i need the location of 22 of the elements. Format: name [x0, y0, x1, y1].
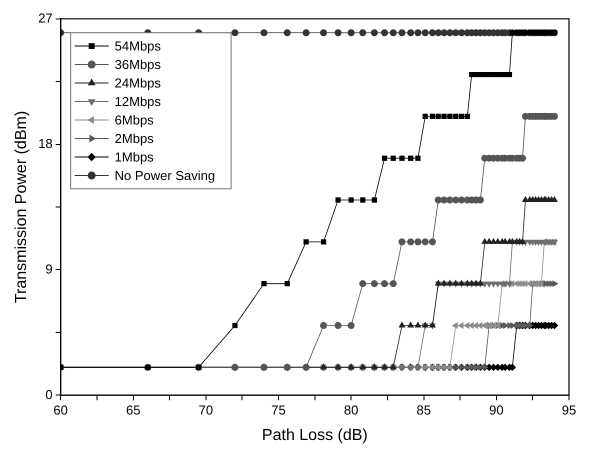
- legend-label: 2Mbps: [114, 131, 154, 146]
- x-tick-label: 70: [198, 402, 214, 418]
- x-tick-label: 75: [271, 402, 286, 418]
- legend-label: 36Mbps: [114, 57, 162, 72]
- x-tick-label: 90: [489, 402, 504, 418]
- legend-label: No Power Saving: [114, 168, 216, 184]
- legend-label: 54Mbps: [114, 38, 162, 54]
- legend-label: 6Mbps: [114, 112, 154, 128]
- y-tick-label: 18: [38, 136, 53, 151]
- legend-label: 1Mbps: [114, 150, 154, 165]
- legend-label: 12Mbps: [114, 94, 162, 110]
- legend-label: 24Mbps: [114, 76, 162, 91]
- x-tick-label: 60: [53, 402, 68, 418]
- y-tick-label: 9: [45, 261, 53, 276]
- y-axis-title: Transmission Power (dBm): [13, 110, 30, 304]
- x-tick-label: 80: [344, 402, 358, 418]
- y-tick-label: 27: [38, 10, 53, 26]
- x-tick-label: 85: [416, 402, 431, 418]
- x-tick-label: 65: [126, 402, 141, 418]
- y-tick-label: 0: [45, 386, 53, 402]
- x-tick-label: 95: [562, 402, 576, 418]
- x-axis-title: Path Loss (dB): [262, 426, 368, 444]
